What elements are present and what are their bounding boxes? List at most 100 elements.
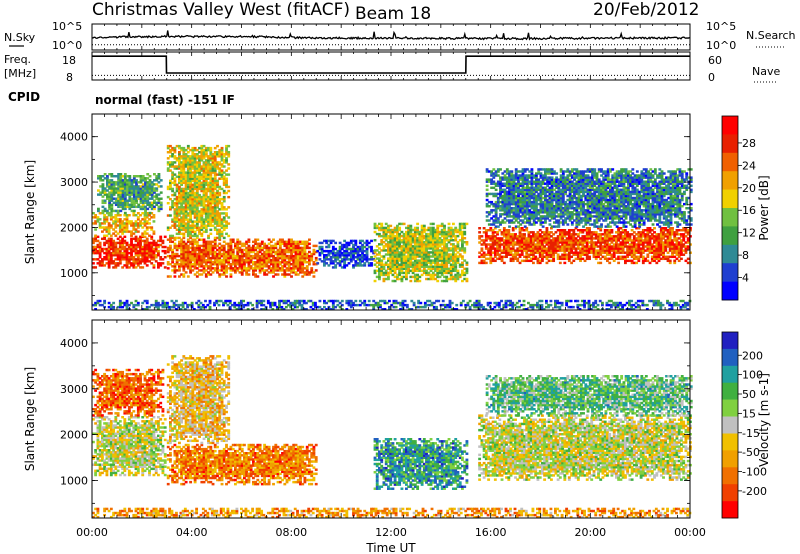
heatmap-cell-3 — [173, 252, 177, 256]
heatmap-cell-1 — [130, 230, 133, 233]
heatmap-cell-0 — [116, 237, 120, 241]
heatmap-cell-0 — [163, 235, 167, 239]
heatmap-cell-1 — [109, 224, 113, 227]
heatmap-cell-3 — [247, 246, 251, 250]
heatmap-cell-2 — [153, 183, 156, 186]
heatmap-cell-5 — [347, 243, 351, 247]
heatmap-cell-3 — [202, 250, 206, 254]
heatmap-cell-3 — [220, 263, 224, 266]
heatmap-cell-3 — [260, 259, 264, 262]
heatmap-cell-3 — [209, 248, 213, 252]
heatmap-cell-2 — [119, 175, 123, 178]
heatmap-cell-2 — [137, 203, 141, 207]
heatmap-cell-3 — [252, 269, 255, 272]
heatmap-cell-2 — [135, 193, 138, 196]
heatmap-cell-0 — [143, 235, 147, 239]
heatmap-cell-0 — [148, 254, 151, 257]
heatmap-cell-0 — [103, 258, 107, 261]
heatmap-cell-3 — [173, 275, 177, 278]
heatmap-cell-3 — [249, 248, 253, 252]
heatmap-cell-1 — [145, 222, 149, 225]
heatmap-cell-1 — [141, 232, 145, 235]
heatmap-cell-3 — [180, 265, 184, 268]
heatmap-cell-7 — [554, 231, 558, 234]
heatmap-cell-0 — [101, 262, 104, 265]
heatmap-cell-0 — [145, 247, 149, 251]
heatmap-cell-5 — [327, 243, 331, 247]
heatmap-cell-2 — [159, 201, 163, 205]
heatmap-cell-3 — [189, 240, 193, 244]
heatmap-cell-5 — [345, 264, 349, 267]
heatmap-cell-0 — [112, 241, 116, 245]
heatmap-cell-0 — [112, 266, 116, 269]
heatmap-cell-2 — [112, 175, 116, 178]
heatmap-cell-3 — [189, 242, 193, 246]
heatmap-cell-1 — [132, 222, 136, 225]
heatmap-cell-2 — [117, 201, 121, 205]
heatmap-cell-2 — [117, 183, 121, 186]
heatmap-cell-6 — [461, 261, 464, 264]
heatmap-cell-1 — [114, 224, 118, 227]
heatmap-cell-1 — [143, 224, 147, 227]
heatmap-cell-3 — [256, 261, 260, 264]
heatmap-cell-3 — [173, 267, 177, 270]
heatmap-cell-1 — [134, 222, 138, 225]
heatmap-cell-6 — [465, 267, 469, 271]
heatmap-cell-3 — [209, 265, 213, 268]
heatmap-cell-1 — [136, 222, 140, 225]
heatmap-cell-7 — [610, 231, 614, 234]
heatmap-cell-1 — [139, 220, 142, 223]
heatmap-cell-7 — [641, 251, 645, 254]
heatmap-cell-2 — [117, 177, 121, 180]
heatmap-cell-3 — [229, 263, 233, 266]
heatmap-cell-3 — [231, 238, 235, 241]
heatmap-cell-3 — [200, 238, 204, 241]
heatmap-cell-1 — [136, 224, 140, 227]
heatmap-cell-1 — [141, 222, 145, 225]
heatmap-cell-5 — [363, 264, 367, 267]
heatmap-cell-1 — [94, 228, 98, 231]
heatmap-cell-0 — [98, 262, 102, 265]
heatmap-cell-2 — [119, 183, 123, 186]
heatmap-cell-7 — [646, 259, 650, 263]
heatmap-cell-2 — [132, 199, 136, 202]
heatmap-cell-3 — [202, 240, 206, 244]
heatmap-cell-3 — [290, 275, 293, 278]
heatmap-cell-4 — [178, 236, 181, 240]
heatmap-cell-3 — [220, 244, 224, 248]
heatmap-cell-3 — [178, 265, 181, 268]
heatmap-cell-1 — [98, 226, 102, 229]
heatmap-cell-0 — [98, 247, 102, 251]
heatmap-cell-2 — [132, 205, 136, 209]
heatmap-cell-0 — [134, 247, 138, 251]
heatmap-cell-3 — [209, 240, 213, 244]
power-heatmap — [92, 144, 693, 311]
heatmap-cell-0 — [118, 241, 122, 245]
heatmap-cell-3 — [191, 269, 195, 272]
heatmap-cell-2 — [132, 195, 136, 198]
heatmap-cell-0 — [107, 237, 111, 241]
heatmap-cell-2 — [132, 179, 136, 182]
heatmap-cell-3 — [225, 275, 228, 278]
heatmap-cell-3 — [256, 259, 260, 262]
heatmap-cell-2 — [137, 189, 141, 192]
heatmap-cell-3 — [236, 259, 240, 262]
heatmap-cell-3 — [222, 254, 226, 258]
heatmap-cell-2 — [132, 187, 136, 190]
heatmap-cell-3 — [169, 254, 172, 258]
heatmap-cell-2 — [119, 181, 123, 184]
heatmap-cell-2 — [123, 187, 127, 190]
heatmap-cell-6 — [463, 259, 467, 262]
heatmap-cell-2 — [108, 191, 112, 194]
heatmap-cell-0 — [159, 237, 163, 241]
heatmap-cell-3 — [234, 242, 237, 246]
heatmap-cell-2 — [150, 205, 154, 209]
heatmap-cell-3 — [191, 242, 195, 246]
heatmap-cell-7 — [610, 229, 614, 232]
heatmap-cell-1 — [109, 214, 113, 217]
heatmap-cell-1 — [141, 212, 145, 215]
heatmap-cell-3 — [193, 250, 197, 254]
heatmap-cell-3 — [274, 244, 278, 248]
heatmap-cell-3 — [204, 265, 208, 268]
heatmap-cell-3 — [238, 240, 242, 244]
